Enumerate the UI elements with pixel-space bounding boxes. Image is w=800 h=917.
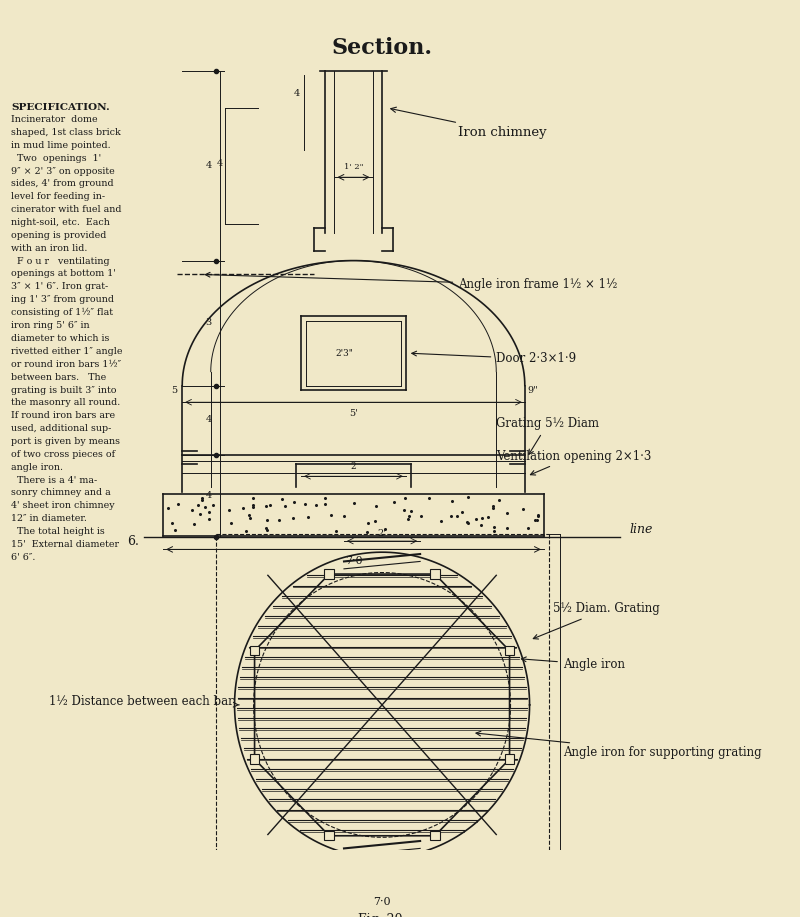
Text: 2: 2 <box>350 462 356 470</box>
Text: 2': 2' <box>378 529 386 538</box>
Text: 4: 4 <box>206 492 212 500</box>
Text: 1½ Distance between each bar: 1½ Distance between each bar <box>49 695 239 708</box>
Text: 7·0: 7·0 <box>345 556 362 566</box>
Text: SPECIFICATION.: SPECIFICATION. <box>11 104 110 112</box>
Bar <box>325 831 334 840</box>
Bar <box>505 646 514 656</box>
Text: 3: 3 <box>206 318 212 327</box>
Text: 9": 9" <box>527 386 538 394</box>
Text: Incinerator  dome
shaped, 1st class brick
in mud lime pointed.
  Two  openings  : Incinerator dome shaped, 1st class brick… <box>11 116 122 561</box>
Text: 6.: 6. <box>127 536 139 548</box>
Text: 5': 5' <box>349 409 358 418</box>
Text: 7·0: 7·0 <box>374 897 391 907</box>
Text: 4: 4 <box>217 159 223 168</box>
Text: Ventilation opening 2×1·3: Ventilation opening 2×1·3 <box>496 449 652 475</box>
Text: Iron chimney: Iron chimney <box>390 107 547 138</box>
Text: 4: 4 <box>294 90 299 98</box>
Text: Section.: Section. <box>331 37 433 59</box>
Text: 5: 5 <box>171 386 178 394</box>
Text: 4: 4 <box>206 160 212 170</box>
Text: Door 2·3×1·9: Door 2·3×1·9 <box>412 351 576 365</box>
Bar <box>430 569 440 579</box>
Text: line: line <box>630 523 653 536</box>
Text: 1' 2": 1' 2" <box>344 163 363 171</box>
Bar <box>325 569 334 579</box>
Text: 4: 4 <box>206 415 212 425</box>
Text: Angle iron: Angle iron <box>522 657 625 671</box>
Text: Grating 5½ Diam: Grating 5½ Diam <box>496 417 599 454</box>
Bar <box>430 831 440 840</box>
Text: Angle iron frame 1½ × 1½: Angle iron frame 1½ × 1½ <box>206 272 618 292</box>
Text: Fig. 20.: Fig. 20. <box>358 913 406 917</box>
Text: 2'3": 2'3" <box>335 348 353 358</box>
Text: Angle iron for supporting grating: Angle iron for supporting grating <box>476 731 762 759</box>
Bar <box>250 755 259 764</box>
Text: 5½ Diam. Grating: 5½ Diam. Grating <box>534 602 660 639</box>
Bar <box>250 646 259 656</box>
Bar <box>505 755 514 764</box>
